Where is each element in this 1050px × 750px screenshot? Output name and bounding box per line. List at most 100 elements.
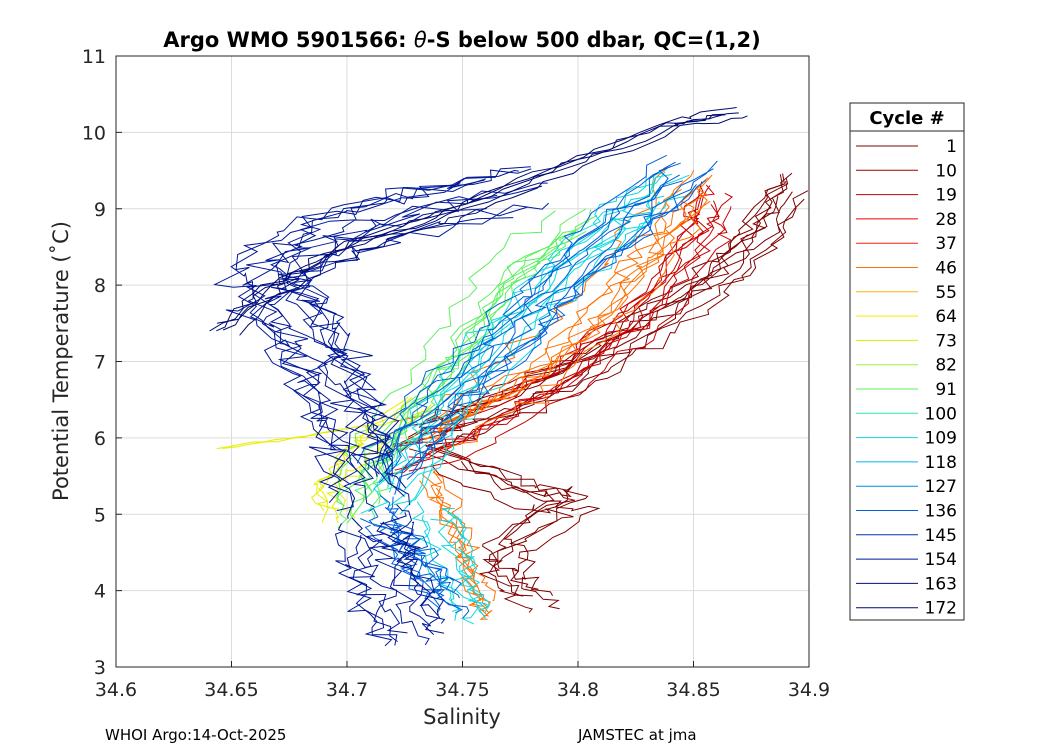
legend-entry-label: 19 (935, 186, 957, 206)
legend-entry-label: 172 (925, 599, 957, 619)
series-line-cycle-154 (290, 182, 548, 489)
y-tick-label: 4 (94, 581, 106, 603)
series-line-cycle-154 (242, 194, 498, 504)
series-line-cycle-172 (239, 115, 748, 336)
y-tick-label: 3 (94, 657, 106, 679)
series-line-cycle-19 (387, 184, 704, 455)
series-line-cycle-172 (216, 107, 737, 324)
legend-entry-label: 163 (925, 574, 957, 594)
y-axis-label: Potential Temperature (˚C) (49, 221, 73, 501)
series-line-cycle-1 (424, 444, 573, 590)
series-line-cycle-136 (379, 495, 452, 591)
series-line-cycle-109 (393, 194, 675, 506)
series-line-cycle-46 (432, 467, 496, 601)
series-line-cycle-136 (376, 161, 676, 463)
series-line-cycle-136 (397, 179, 707, 490)
x-tick-label: 34.75 (435, 679, 489, 701)
legend-entry-label: 127 (925, 477, 957, 497)
series-line-cycle-136 (378, 174, 681, 483)
series-line-cycle-136 (394, 184, 697, 495)
series-line-cycle-109 (389, 173, 672, 493)
legend-entry-label: 64 (935, 307, 957, 327)
series-line-cycle-136 (360, 518, 441, 608)
series-line-cycle-1 (408, 448, 555, 597)
series-line-cycle-109 (360, 202, 645, 514)
legend-entry-label: 109 (925, 429, 957, 449)
series-lines (209, 107, 809, 647)
legend-entry-label: 55 (935, 283, 957, 303)
series-line-cycle-172 (222, 112, 739, 331)
grid (115, 55, 810, 668)
series-line-cycle-154 (345, 534, 398, 646)
footer-left: WHOI Argo:14-Oct-2025 (105, 726, 287, 744)
series-line-cycle-19 (394, 200, 720, 471)
series-line-cycle-91 (362, 209, 591, 503)
footer-right: JAMSTEC at jma (578, 726, 697, 744)
series-line-cycle-109 (386, 195, 665, 508)
series-line-cycle-46 (438, 174, 713, 424)
series-line-cycle-109 (403, 174, 690, 491)
series-line-cycle-154 (351, 517, 408, 634)
y-tick-label: 5 (94, 504, 106, 526)
x-axis-label: Salinity (423, 705, 501, 729)
series-line-cycle-109 (421, 515, 460, 621)
series-line-cycle-73 (310, 405, 407, 523)
series-line-cycle-136 (406, 168, 714, 480)
series-line-cycle-1 (399, 195, 779, 453)
series-line-cycle-136 (381, 162, 681, 465)
series-line-cycle-46 (412, 188, 682, 440)
series-line-cycle-1 (429, 448, 576, 597)
series-line-cycle-109 (446, 510, 490, 617)
series-line-cycle-46 (429, 170, 695, 420)
x-tick-label: 34.8 (557, 679, 599, 701)
legend-entry-label: 100 (925, 404, 957, 424)
series-line-cycle-1 (420, 174, 783, 425)
series-line-cycle-154 (246, 169, 519, 478)
series-line-cycle-73 (325, 410, 423, 524)
legend-entry-label: 145 (925, 526, 957, 546)
legend-entry-label: 136 (925, 502, 957, 522)
series-line-cycle-1 (407, 181, 788, 438)
series-line-cycle-1 (439, 447, 589, 597)
series-line-cycle-172 (216, 114, 726, 332)
series-line-cycle-91 (346, 228, 578, 524)
legend-entry-label: 118 (925, 453, 957, 473)
y-tick-label: 8 (94, 275, 106, 297)
legend-entry-label: 73 (935, 331, 957, 351)
series-line-cycle-154 (387, 504, 445, 616)
legend-entries: 1 10 19 28 37 46 55 64 73 82 91 100 109 118 127 136 145 1… (856, 137, 957, 619)
legend-entry-label: 82 (935, 356, 957, 376)
series-line-cycle-109 (430, 518, 479, 625)
legend-entry-label: 37 (935, 234, 957, 254)
chart-title-suffix: -S below 500 dbar, QC=(1,2) (427, 28, 761, 52)
series-line-cycle-136 (404, 160, 718, 467)
series-line-cycle-136 (367, 166, 671, 470)
x-tick-label: 34.6 (95, 679, 137, 701)
series-line-cycle-154 (334, 530, 393, 647)
y-tick-label: 7 (94, 352, 106, 374)
series-line-cycle-1 (428, 190, 809, 446)
y-tick-label: 9 (94, 199, 106, 221)
x-tick-label: 34.65 (204, 679, 258, 701)
series-line-cycle-91 (336, 210, 556, 506)
series-line-cycle-1 (435, 198, 805, 450)
y-tick-label: 6 (94, 428, 106, 450)
series-line-cycle-19 (408, 206, 732, 472)
chart-title-prefix: Argo WMO 5901566: (163, 28, 414, 52)
series-line-cycle-73 (317, 396, 413, 510)
tick-labels: 34.6 34.65 34.7 34.75 34.8 34.85 34.9 3 4 5 6 7 8 9 10… (82, 46, 830, 701)
series-line-cycle-136 (385, 180, 684, 483)
y-tick-label: 11 (82, 46, 106, 68)
series-line-cycle-109 (372, 175, 647, 492)
series-line-cycle-136 (356, 154, 668, 464)
series-line-cycle-109 (449, 515, 486, 620)
y-tick-label: 10 (82, 122, 106, 144)
series-line-cycle-154 (365, 533, 430, 646)
legend-entry-label: 46 (935, 259, 957, 279)
legend: Cycle # 1 10 19 28 37 46 55 64 73 82 91 100 109 118 12… (849, 102, 965, 621)
series-line-cycle-46 (436, 177, 709, 431)
x-tick-label: 34.9 (788, 679, 830, 701)
legend-title: Cycle # (869, 108, 944, 129)
series-line-cycle-73 (221, 425, 371, 449)
